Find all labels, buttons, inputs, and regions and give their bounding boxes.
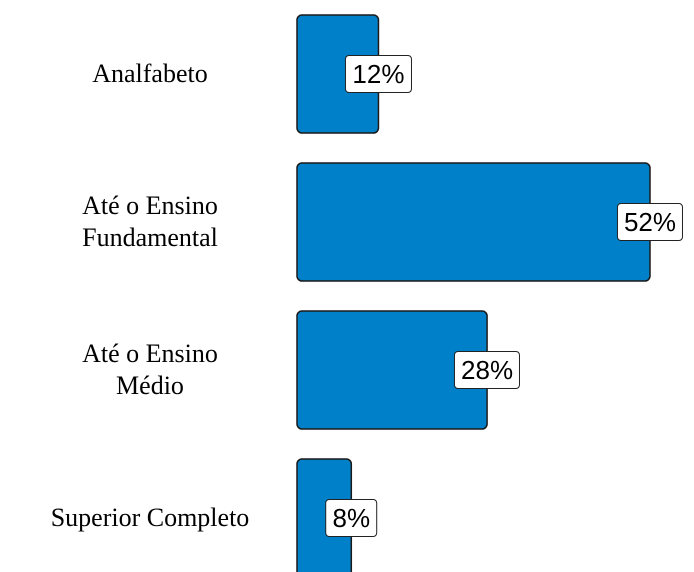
category-label: Até o Ensino Médio (82, 339, 218, 400)
category-label: Até o Ensino Fundamental (82, 191, 218, 252)
category-label: Analfabeto (92, 59, 208, 88)
value-label: 8% (325, 499, 378, 537)
value-label: 52% (616, 203, 684, 241)
category-label: Superior Completo (50, 503, 250, 532)
value-label: 28% (454, 351, 521, 389)
value-label: 12% (345, 55, 412, 93)
bar (296, 162, 651, 282)
